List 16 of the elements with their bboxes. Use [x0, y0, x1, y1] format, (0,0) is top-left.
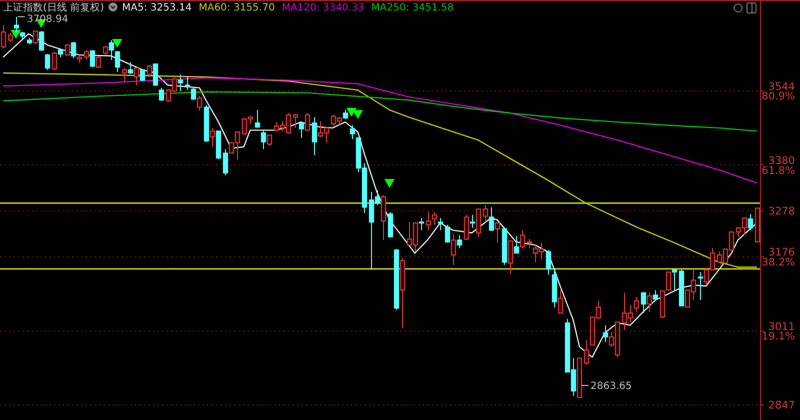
y2-tick-label: 19.1% — [762, 330, 796, 343]
y-tick-label: 3176 — [768, 246, 796, 259]
annotation: 3708.94 — [26, 14, 68, 26]
chart-title: 上证指数(日线 前复权) — [3, 2, 104, 14]
y-tick-label: 3544 — [768, 80, 796, 93]
y2-tick-label: 38.2% — [762, 256, 796, 269]
text: MA5: 3253.14 — [122, 2, 192, 14]
y-tick-label: 3380 — [768, 154, 795, 167]
text: MA60: 3155.70 — [198, 2, 275, 14]
y-tick-label: 2847 — [768, 400, 795, 412]
annotation: 2863.65 — [590, 380, 632, 392]
y-tick-label: 3278 — [768, 205, 795, 218]
y2-tick-label: 80.9% — [762, 90, 796, 103]
text: MA120: 3340.33 — [282, 2, 364, 14]
text: MA250: 3451.58 — [371, 2, 454, 14]
y2-tick-label: 61.8% — [762, 164, 796, 177]
